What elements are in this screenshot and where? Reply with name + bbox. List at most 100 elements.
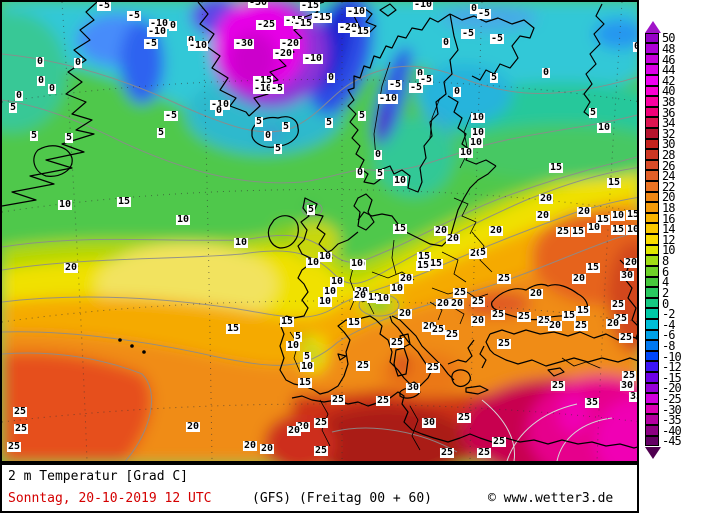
contour-label: 15: [366, 292, 382, 303]
contour-label: -5: [269, 83, 285, 94]
contour-label: 25: [516, 311, 532, 322]
contour-label: -5: [408, 82, 424, 93]
scale-swatch: [645, 276, 659, 288]
contour-label: 5: [324, 117, 334, 128]
scale-swatch: [645, 435, 659, 447]
scale-swatch: [645, 234, 659, 245]
scale-label: 14: [662, 222, 675, 237]
contour-label: 15: [279, 316, 295, 327]
contour-label: 0: [326, 72, 336, 83]
scale-swatch: [645, 403, 659, 415]
contour-label: 10: [610, 210, 626, 221]
contour-label: 0: [441, 37, 451, 48]
contour-label: 5: [64, 132, 74, 143]
contour-label: 10: [57, 199, 73, 210]
scale-swatch: [645, 127, 659, 139]
contour-label: 25: [430, 324, 446, 335]
contour-label: 15: [392, 223, 408, 234]
contour-label: 25: [490, 309, 506, 320]
contour-label: 10: [322, 286, 338, 297]
contour-label: 25: [573, 320, 589, 331]
contour-label: 0: [263, 130, 273, 141]
scale-label: 2: [662, 285, 669, 300]
scale-swatch: [645, 149, 659, 160]
contour-label: 30: [421, 417, 437, 428]
scale-swatch: [645, 340, 659, 351]
contour-label-layer: -5-5-30-15-10-100-5-100-10-25-15-15-15-2…: [2, 2, 637, 461]
scale-label: 8: [662, 254, 669, 269]
contour-label: -5: [460, 28, 476, 39]
scale-label: -4: [662, 317, 675, 332]
contour-label: 10: [625, 224, 639, 235]
contour-label: 15: [575, 305, 591, 316]
contour-label: 15: [548, 162, 564, 173]
contour-label: 0: [73, 57, 83, 68]
contour-label: 5: [29, 130, 39, 141]
contour-label: 0: [214, 105, 224, 116]
scale-label: 24: [662, 169, 675, 184]
scale-swatch: [645, 414, 659, 426]
contour-label: -5: [418, 74, 434, 85]
contour-label: 15: [225, 323, 241, 334]
scale-label: -8: [662, 338, 675, 353]
scale-swatch: [645, 297, 659, 309]
scale-swatch: [645, 329, 659, 341]
contour-label: -5: [476, 8, 492, 19]
contour-label: 20: [242, 440, 258, 451]
contour-label: -10: [148, 18, 170, 29]
contour-label: 10: [305, 257, 321, 268]
contour-label: 5: [254, 116, 264, 127]
contour-label: 20: [185, 421, 201, 432]
contour-label: 10: [586, 222, 602, 233]
contour-label: 25: [425, 362, 441, 373]
scale-swatch: [645, 106, 659, 118]
contour-label: -15: [252, 75, 274, 86]
contour-label: -15: [311, 12, 333, 23]
contour-label: 25: [355, 360, 371, 371]
contour-label: 25: [550, 380, 566, 391]
scale-swatch: [645, 138, 659, 150]
contour-label: 20: [576, 206, 592, 217]
contour-label: -10: [412, 0, 434, 10]
contour-label: 25: [618, 332, 634, 343]
scale-label: 30: [662, 137, 675, 152]
contour-label: 15: [416, 251, 432, 262]
contour-label: 20: [295, 421, 311, 432]
contour-label: -25: [255, 19, 277, 30]
contour-label: 15: [595, 214, 611, 225]
contour-label: 15: [116, 196, 132, 207]
scale-swatch: [645, 43, 659, 54]
contour-label: -30: [233, 38, 255, 49]
contour-label: -10: [252, 83, 274, 94]
scale-swatch: [645, 244, 659, 256]
contour-label: 5: [306, 204, 316, 215]
country-borders: [289, 61, 601, 451]
contour-label: 10: [175, 214, 191, 225]
scale-label: -25: [662, 392, 682, 407]
temperature-map: [2, 2, 637, 461]
contour-label: 20: [535, 210, 551, 221]
scale-label: 34: [662, 116, 675, 131]
contour-label: 20: [623, 257, 638, 268]
contour-label: 15: [561, 310, 577, 321]
scale-swatch: [645, 393, 659, 404]
contour-label: 10: [329, 276, 345, 287]
scale-label: -12: [662, 360, 682, 375]
contour-label: 5: [375, 168, 385, 179]
contour-label: 5: [273, 143, 283, 154]
contour-label: 25: [389, 337, 405, 348]
contour-label: 10: [389, 283, 405, 294]
contour-label: 0: [373, 149, 383, 160]
scale-swatch: [645, 85, 659, 97]
contour-label: 25: [491, 436, 507, 447]
scale-swatch: [645, 202, 659, 213]
contour-label: 0: [452, 86, 462, 97]
contour-label: 20: [445, 233, 461, 244]
scale-swatch: [645, 287, 659, 298]
contour-label: 30: [405, 382, 421, 393]
contour-label: 20: [286, 425, 302, 436]
contour-label: 25: [555, 226, 571, 237]
contour-label: 25: [6, 441, 22, 452]
contour-label: 25: [12, 406, 28, 417]
contour-label: 25: [439, 447, 455, 458]
